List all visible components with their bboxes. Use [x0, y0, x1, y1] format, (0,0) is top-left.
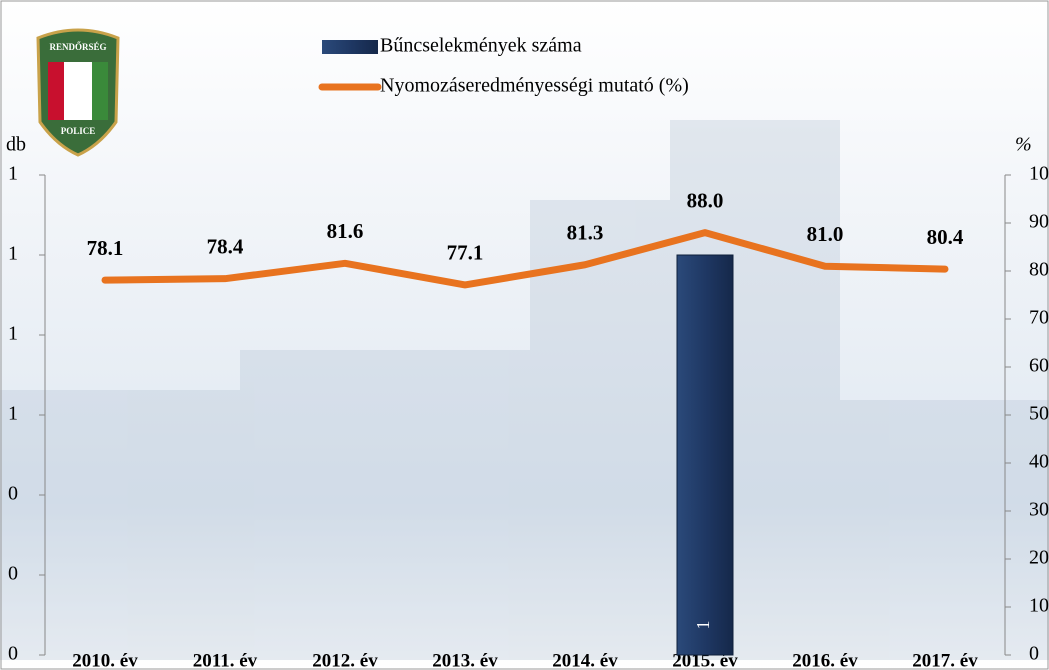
bar-label: 1: [693, 621, 713, 630]
y2-tick-label: 40: [1029, 451, 1049, 473]
bar: [676, 254, 734, 656]
y-tick-label: 0: [8, 643, 18, 665]
y2-tick-label: 10: [1029, 595, 1049, 617]
y-axis-label: db: [6, 134, 26, 156]
logo-bottom: POLICE: [61, 126, 96, 136]
x-tick-label: 2016. év: [792, 650, 858, 670]
y2-axis-label: %: [1015, 134, 1032, 156]
legend-label: Bűncselekmények száma: [380, 35, 582, 57]
legend-label: Nyomozáseredményességi mutató (%): [380, 75, 689, 97]
logo-top: RENDŐRSÉG: [49, 42, 106, 52]
data-label: 81.0: [807, 222, 844, 246]
y2-tick-label: 30: [1029, 499, 1049, 521]
data-label: 81.3: [567, 221, 604, 245]
y2-tick-label: 100: [1029, 163, 1049, 185]
x-tick-label: 2014. év: [552, 650, 618, 670]
y2-tick-label: 90: [1029, 211, 1049, 233]
y-tick-label: 1: [8, 403, 18, 425]
x-tick-label: 2011. év: [193, 650, 258, 670]
y2-tick-label: 50: [1029, 403, 1049, 425]
y-tick-label: 1: [8, 243, 18, 265]
x-tick-label: 2010. év: [72, 650, 138, 670]
data-label: 81.6: [327, 219, 364, 243]
x-tick-label: 2017. év: [912, 650, 978, 670]
data-label: 78.4: [207, 234, 244, 258]
y-tick-label: 1: [8, 163, 18, 185]
y2-tick-label: 60: [1029, 355, 1049, 377]
y2-tick-label: 80: [1029, 259, 1049, 281]
y-tick-label: 0: [8, 483, 18, 505]
x-tick-label: 2013. év: [432, 650, 498, 670]
data-label: 88.0: [687, 188, 724, 212]
y2-tick-label: 70: [1029, 307, 1049, 329]
line: [101, 229, 949, 289]
y-tick-label: 1: [8, 323, 18, 345]
y2-tick-label: 0: [1029, 643, 1039, 665]
logo: RENDŐRSÉG POLICE: [36, 28, 120, 157]
y2-tick-label: 20: [1029, 547, 1049, 569]
legend-swatch: [322, 40, 378, 54]
data-label: 78.1: [87, 236, 124, 260]
data-label: 77.1: [447, 241, 484, 265]
data-label: 80.4: [927, 225, 964, 249]
x-tick-label: 2012. év: [312, 650, 378, 670]
y-tick-label: 0: [8, 563, 18, 585]
